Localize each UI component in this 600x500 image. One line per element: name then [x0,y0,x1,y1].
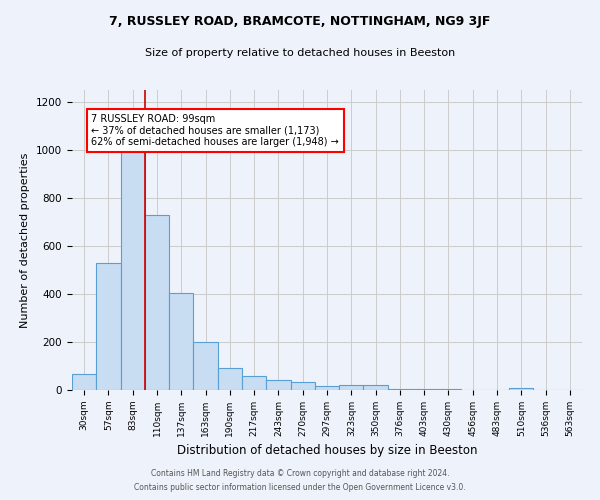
X-axis label: Distribution of detached houses by size in Beeston: Distribution of detached houses by size … [177,444,477,458]
Bar [72,374,96,390]
Bar [315,386,339,390]
Text: Contains public sector information licensed under the Open Government Licence v3: Contains public sector information licen… [134,484,466,492]
Bar [169,293,193,390]
Bar [145,215,169,390]
Bar [96,263,121,390]
Bar [412,389,436,390]
Bar [290,382,315,390]
Text: 7, RUSSLEY ROAD, BRAMCOTE, NOTTINGHAM, NG9 3JF: 7, RUSSLEY ROAD, BRAMCOTE, NOTTINGHAM, N… [109,15,491,28]
Bar [509,388,533,390]
Bar [193,342,218,390]
Text: Contains HM Land Registry data © Crown copyright and database right 2024.: Contains HM Land Registry data © Crown c… [151,468,449,477]
Bar [364,385,388,390]
Bar [218,368,242,390]
Bar [242,376,266,390]
Bar [121,150,145,390]
Bar [339,385,364,390]
Y-axis label: Number of detached properties: Number of detached properties [20,152,31,328]
Text: 7 RUSSLEY ROAD: 99sqm
← 37% of detached houses are smaller (1,173)
62% of semi-d: 7 RUSSLEY ROAD: 99sqm ← 37% of detached … [91,114,339,147]
Text: Size of property relative to detached houses in Beeston: Size of property relative to detached ho… [145,48,455,58]
Bar [266,380,290,390]
Bar [388,389,412,390]
